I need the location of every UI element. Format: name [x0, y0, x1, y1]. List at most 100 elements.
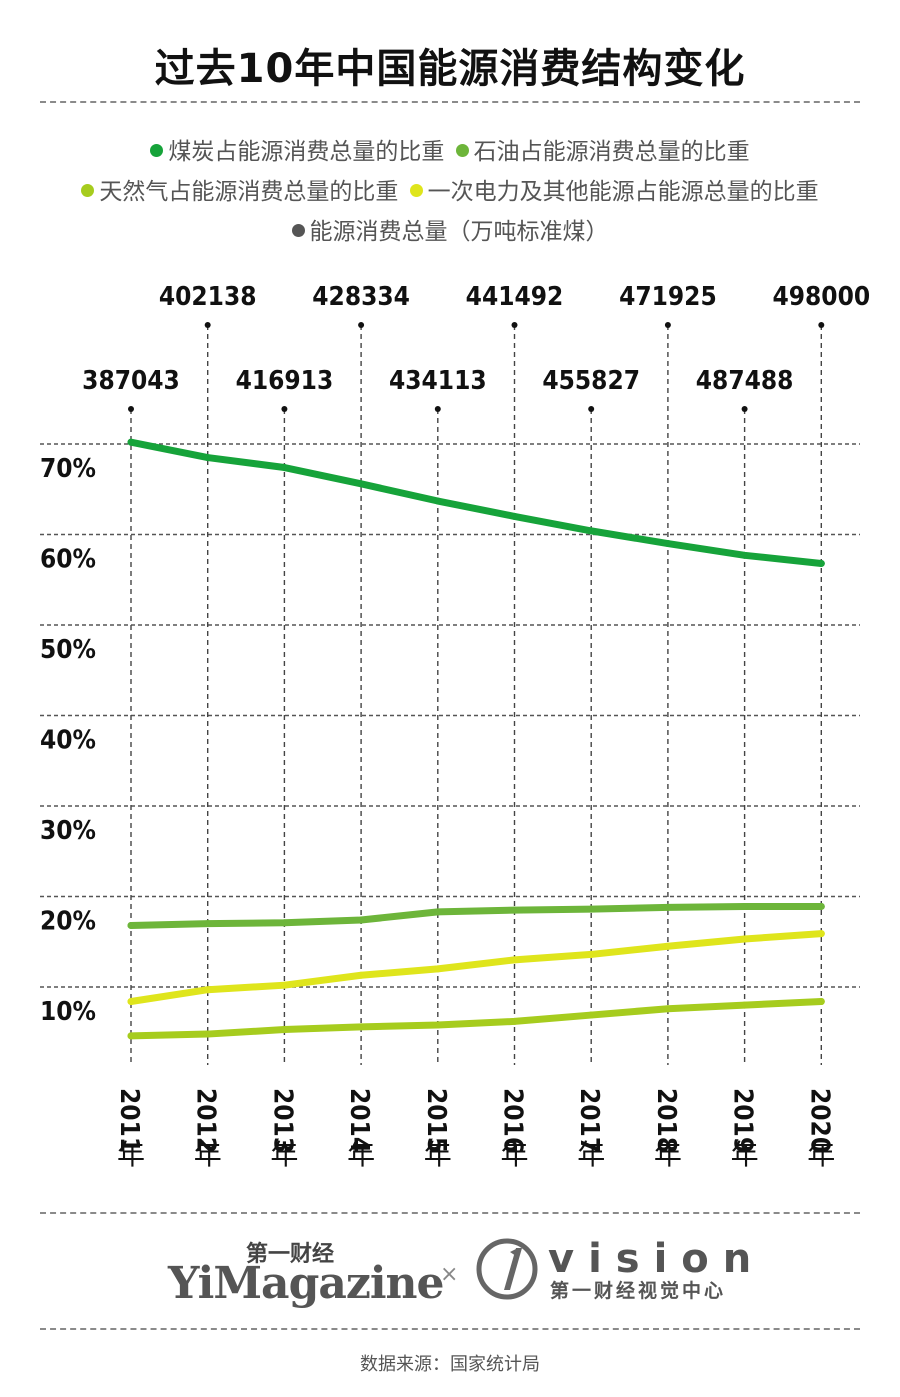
brand-separator: × — [440, 1262, 459, 1287]
legend-label-coal: 煤炭占能源消费总量的比重 — [168, 139, 445, 165]
series-3-point — [817, 930, 825, 938]
series-1-point — [204, 920, 212, 928]
total-value-label: 434113 — [389, 366, 487, 396]
series-1-point — [664, 903, 672, 911]
series-2-point — [204, 1030, 212, 1038]
x-tick-year-suffix: 年 — [654, 1138, 682, 1171]
yimagazine-logo: YiMagazine — [168, 1258, 445, 1309]
series-1-point — [127, 921, 135, 929]
series-0-point — [127, 438, 135, 446]
footer-divider-bottom — [40, 1328, 860, 1330]
series-2-point — [664, 1005, 672, 1013]
total-dot-7 — [664, 322, 671, 328]
series-0-point — [664, 540, 672, 548]
y-tick-label-30: 30% — [40, 816, 96, 846]
series-0-point — [357, 480, 365, 488]
legend-item-coal: 煤炭占能源消费总量的比重 — [150, 132, 444, 166]
y-tick-label-10: 10% — [40, 997, 96, 1027]
x-tick-year-label: 2018 — [651, 1088, 681, 1153]
series-3-point — [511, 956, 518, 964]
x-tick-year-suffix: 年 — [424, 1138, 452, 1171]
vision-wordmark: vision — [548, 1236, 766, 1282]
series-3-point — [127, 997, 135, 1005]
x-tick-year-suffix: 年 — [347, 1138, 375, 1171]
x-tick-year-label: 2020 — [804, 1088, 834, 1153]
y-tick-label-50: 50% — [40, 635, 96, 665]
legend-label-primary-power: 一次电力及其他能源占能源总量的比重 — [427, 179, 819, 205]
chart-title: 过去10年中国能源消费结构变化 — [154, 46, 746, 92]
series-3-point — [280, 981, 288, 989]
series-3-point — [204, 986, 212, 994]
total-value-label: 441492 — [466, 282, 564, 312]
y-tick-label-60: 60% — [40, 545, 96, 575]
x-tick-year-label: 2013 — [267, 1088, 297, 1153]
series-0-point — [434, 497, 442, 505]
x-tick-year-label: 2012 — [191, 1088, 221, 1153]
x-tick-year-suffix: 年 — [270, 1138, 298, 1171]
series-3-point — [664, 942, 672, 950]
vision-center-name: 第一财经视觉中心 — [550, 1280, 727, 1302]
series-1-point — [511, 906, 518, 914]
x-tick-year-suffix: 年 — [500, 1138, 528, 1171]
series-2-point — [127, 1032, 135, 1040]
line-chart: 10%20%30%40%50%60%70%3870432011年40213820… — [40, 282, 870, 1171]
y-tick-label-70: 70% — [40, 454, 96, 484]
total-value-label: 498000 — [772, 282, 870, 312]
legend-dot-total — [291, 224, 305, 237]
total-dot-5 — [511, 322, 518, 328]
x-tick-year-label: 2011 — [114, 1088, 144, 1153]
series-line-1 — [127, 902, 825, 929]
legend-dot-coal — [150, 144, 164, 157]
x-tick-year-label: 2019 — [728, 1088, 758, 1153]
series-0-point — [741, 551, 749, 559]
series-0-point — [204, 454, 212, 462]
footer-divider-top — [40, 1212, 860, 1214]
total-dot-9 — [818, 322, 825, 328]
total-value-label: 387043 — [82, 366, 180, 396]
total-dot-3 — [358, 322, 365, 328]
total-dot-1 — [204, 322, 211, 328]
series-line-2 — [127, 997, 825, 1040]
series-1-point — [817, 902, 825, 910]
x-tick-year-suffix: 年 — [194, 1138, 222, 1171]
total-dot-8 — [741, 406, 748, 412]
series-2-point — [741, 1001, 749, 1009]
series-0-point — [817, 559, 825, 567]
total-value-label: 487488 — [696, 366, 794, 396]
legend-label-total: 能源消费总量（万吨标准煤） — [309, 219, 609, 245]
series-0-point — [587, 527, 595, 535]
yimagazine-cn-logo-text: 第一财经 — [246, 1242, 335, 1267]
series-1-point — [280, 919, 288, 927]
total-value-label: 416913 — [236, 366, 334, 396]
series-line-0 — [127, 438, 825, 567]
total-value-label: 471925 — [619, 282, 717, 312]
x-tick-year-label: 2014 — [344, 1088, 374, 1153]
legend-dot-oil — [455, 144, 469, 157]
y-tick-label-20: 20% — [40, 907, 96, 937]
x-tick-year-suffix: 年 — [807, 1138, 835, 1171]
series-line-3 — [127, 930, 825, 1005]
legend-item-oil: 石油占能源消费总量的比重 — [455, 132, 750, 166]
series-3-point — [434, 965, 442, 973]
series-2-point — [280, 1026, 288, 1034]
series-1-point — [741, 902, 749, 910]
data-source: 数据来源：国家统计局 — [360, 1354, 540, 1375]
legend-dot-primary-power — [409, 184, 423, 197]
series-2-point — [434, 1021, 442, 1029]
series-2-point — [817, 997, 825, 1005]
total-dot-6 — [588, 406, 595, 412]
series-2-point — [511, 1017, 518, 1025]
vision-circle-logo-icon — [476, 1238, 538, 1300]
total-value-label: 428334 — [312, 282, 410, 312]
x-tick-year-suffix: 年 — [731, 1138, 759, 1171]
legend-item-gas: 天然气占能源消费总量的比重 — [81, 172, 398, 206]
x-tick-year-label: 2017 — [574, 1088, 604, 1153]
legend-item-total: 能源消费总量（万吨标准煤） — [291, 212, 609, 246]
top-divider — [40, 101, 860, 103]
total-dot-4 — [434, 406, 441, 412]
series-2-point — [357, 1023, 365, 1031]
series-3-point — [357, 971, 365, 979]
x-tick-year-label: 2015 — [421, 1088, 451, 1153]
series-0-point — [280, 464, 288, 472]
x-tick-year-suffix: 年 — [577, 1138, 605, 1171]
